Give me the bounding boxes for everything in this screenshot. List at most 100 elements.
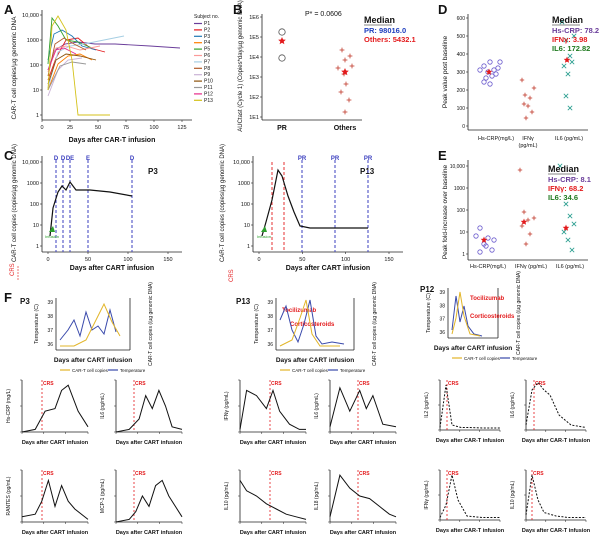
crp-point <box>483 75 489 81</box>
p3-rantes-plot-ylabel: RANTES (pg/mL) <box>6 476 12 515</box>
cross-b <box>565 237 571 243</box>
panel-b-ylabel: AUCtast (Cycle 1) (Copies*day/µg genomic… <box>238 0 244 132</box>
ifn-fold-point <box>521 209 527 215</box>
panel-e-median-il6: IL6: 34.6 <box>548 193 578 202</box>
panel-c-p13-ytick-label: 100 <box>241 202 250 208</box>
ifn-fold-point <box>517 167 523 173</box>
p3-cart-series <box>49 180 133 237</box>
timepoint-label: PR <box>331 156 340 162</box>
cross-b <box>569 59 575 65</box>
il6-point <box>563 93 569 99</box>
crp-point <box>487 59 493 65</box>
panel-e-xcat: IFNγ (pg/mL) <box>515 264 547 270</box>
pr-point <box>278 54 286 62</box>
subject-line-p4 <box>47 53 93 91</box>
il6-median-star <box>562 224 570 231</box>
legend-entry: P12 <box>204 91 213 97</box>
il6-fold-point <box>561 229 567 235</box>
panel-d-ytick-label: 100 <box>457 106 466 112</box>
p12-il10-plot-xlabel: Days after CAR-T infusion <box>522 528 591 534</box>
il6-point <box>559 19 565 25</box>
legend-entry: P1 <box>204 21 210 27</box>
legend-entry: P13 <box>204 98 213 104</box>
panel-c-p3-ytick-label: 100 <box>30 202 39 208</box>
panel-c-p13-xlabel: Days after CART infusion <box>286 265 370 272</box>
panel-e-ytick-label: 1000 <box>454 186 465 192</box>
panel-b-pvalue: P* = 0.0606 <box>305 11 342 18</box>
cross-b <box>567 213 573 219</box>
panel-d-ytick-label: 600 <box>457 16 466 22</box>
panel-letter-c: C <box>4 148 14 163</box>
panel-e-ylabel: Peak fold-increase over baseline <box>442 164 449 259</box>
il6-point <box>567 53 573 59</box>
cross-b <box>571 33 577 39</box>
panel-a-xtick-label: 100 <box>149 125 158 131</box>
p3-il6-plot-crs-label: CRS <box>135 381 146 387</box>
p13-il10-plot-xlabel: Days after CART infusion <box>240 530 307 536</box>
others-point <box>338 89 344 95</box>
p13-ifn-plot-series <box>239 388 306 430</box>
panel-f-p3-temp-ytick-label: 37 <box>47 328 53 334</box>
p13-il18-plot-crs-label: CRS <box>359 471 370 477</box>
panel-e-ytick-label: 100 <box>457 208 466 214</box>
panel-d-xcat: (pg/mL) <box>519 143 538 149</box>
ifn-point <box>529 109 535 115</box>
crp-point <box>493 71 499 77</box>
cross-b <box>565 71 571 77</box>
crp-fold-point <box>485 235 491 241</box>
panel-f-p13-temp-ytick-label: 36 <box>267 342 273 348</box>
panel-f-p12-temp-ytick-label: 39 <box>439 290 445 296</box>
p3-il6-plot-xlabel: Days after CART infusion <box>116 440 183 446</box>
p13-il18-plot-series <box>329 474 397 518</box>
panel-f-p12-temp-ytick-label: 37 <box>439 317 445 323</box>
timepoint-label: D <box>130 156 135 162</box>
cross-b <box>567 105 573 111</box>
panel-b-median-title: Median <box>364 15 395 25</box>
p13-ifn-plot-xlabel: Days after CART infusion <box>240 440 307 446</box>
panel-f-p3-temp-ylabel: Temperature (C) <box>34 304 40 344</box>
ifn-point <box>525 103 531 109</box>
panel-c-p13-ytick-label: 1 <box>247 244 250 250</box>
p12-ifn-plot-ylabel: IFNγ (pg/mL) <box>424 480 430 510</box>
others-point <box>347 53 353 59</box>
panel-c-p3-xtick-label: 50 <box>85 257 91 263</box>
crp-point <box>481 63 487 69</box>
p13-il6-plot-crs-label: CRS <box>359 381 370 387</box>
panel-d-ylabel: Peak value post baseline <box>442 35 449 108</box>
legend-entry: P10 <box>204 79 213 85</box>
pr-median-star <box>278 37 286 45</box>
timepoint-label: PR <box>298 156 307 162</box>
panel-a-ytick-label: 100 <box>30 63 39 69</box>
legend-cart-label: CAR-T cell copies <box>464 356 501 361</box>
panel-c-p13-ytick-label: 1000 <box>238 181 250 187</box>
p13-il18-plot-xlabel: Days after CART infusion <box>330 530 397 536</box>
p12-temperature <box>451 295 483 337</box>
cross-b <box>571 221 577 227</box>
panel-f-p12-temp-tocilizumab: Tocilizumab <box>470 296 505 302</box>
panel-a-xlabel: Days after CAR-T infusion <box>69 137 156 144</box>
panel-f-p13-temp-corticosteroids: Corticosteroids <box>290 322 335 328</box>
subject-line-p5 <box>47 16 93 65</box>
others-point <box>342 109 348 115</box>
p3-crp-plot-crs-label: CRS <box>43 381 54 387</box>
p12-ifn-plot-series <box>439 474 500 518</box>
panel-c-p13-xtick-label: 0 <box>257 257 260 263</box>
legend-entry: P3 <box>204 34 210 40</box>
panel-d-ytick-label: 300 <box>457 70 466 76</box>
panel-b-group-pr: PR <box>277 125 287 132</box>
infusion-label: Infusion <box>45 234 59 239</box>
p13-temperature <box>279 299 345 345</box>
p3-mcp1-plot-xlabel: Days after CART infusion <box>116 530 183 536</box>
ifn-fold-point <box>531 215 537 221</box>
ifn-point <box>522 92 528 98</box>
legend-entry: P7 <box>204 59 210 65</box>
p3-mcp1-plot-crs-label: CRS <box>135 471 146 477</box>
p3-crp-plot-xlabel: Days after CART infusion <box>22 440 89 446</box>
ifn-fold-point <box>527 231 533 237</box>
crp-point <box>489 73 495 79</box>
p12-il6-plot-xlabel: Days after CAR-T infusion <box>522 438 591 444</box>
panel-a-ytick-label: 10,000 <box>22 13 39 19</box>
panel-f-p3-title: P3 <box>20 297 30 306</box>
p3-cart-copies <box>60 302 121 347</box>
